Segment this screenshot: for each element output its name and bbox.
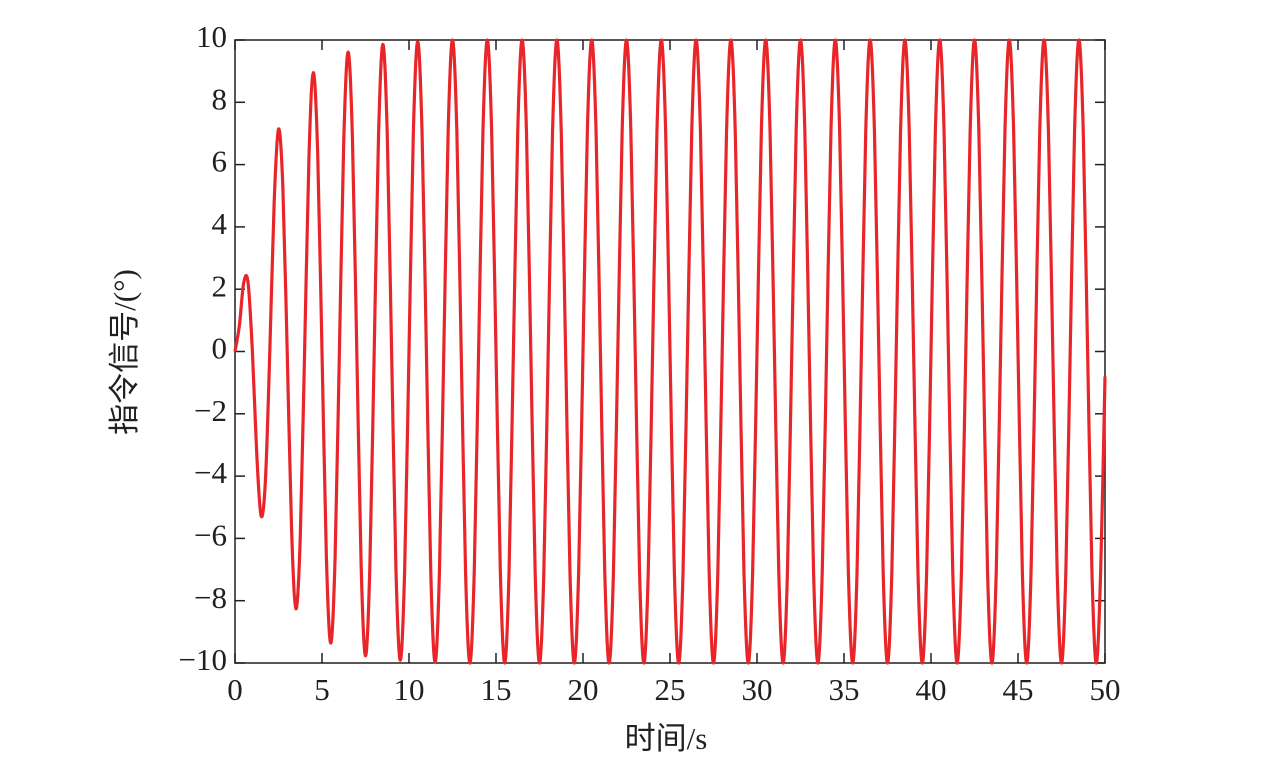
y-tick-label: −8 [194,580,227,615]
y-tick-label: 10 [196,19,227,54]
y-axis-label: 指令信号/(°) [107,269,142,435]
y-tick-label: 0 [212,331,228,366]
data-line [233,38,1107,665]
y-tick-label: 6 [212,144,228,179]
y-tick-label: −4 [194,455,227,490]
y-tick-label: 8 [212,81,228,116]
x-axis-label: 时间/s [625,721,708,756]
x-tick-label: 15 [481,672,512,707]
y-tick-label: −10 [179,642,227,677]
x-tick-label: 30 [742,672,773,707]
x-tick-label: 10 [394,672,425,707]
x-tick-label: 50 [1090,672,1121,707]
x-tick-label: 20 [568,672,599,707]
y-tick-label: 4 [212,206,228,241]
y-tick-label: −6 [194,518,227,553]
y-tick-label: 2 [212,268,228,303]
x-tick-label: 40 [916,672,947,707]
x-tick-label: 25 [655,672,686,707]
x-tick-label: 0 [227,672,243,707]
y-tick-label: −2 [194,393,227,428]
x-tick-label: 35 [829,672,860,707]
x-tick-label: 45 [1003,672,1034,707]
x-tick-label: 5 [314,672,330,707]
